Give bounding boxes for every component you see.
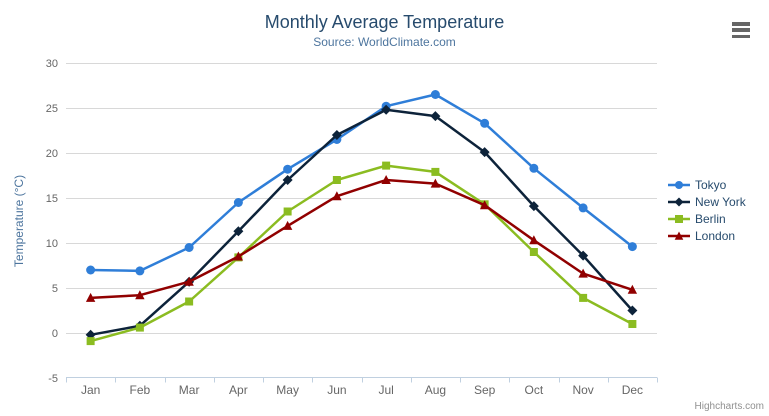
- series-berlin-point[interactable]: [185, 297, 194, 306]
- series-tokyo-line: [89, 93, 634, 273]
- marker: [675, 180, 683, 189]
- berlin-marker-icon: [668, 214, 690, 223]
- series-tokyo-point[interactable]: [529, 163, 539, 173]
- series-new-york-point[interactable]: [381, 104, 392, 115]
- x-axis-label: Dec: [622, 383, 643, 397]
- series-berlin-point[interactable]: [579, 293, 588, 302]
- series-tokyo-point[interactable]: [627, 242, 637, 252]
- series-tokyo-point[interactable]: [578, 203, 588, 213]
- x-axis-label: Feb: [130, 383, 151, 397]
- series-london-point[interactable]: [479, 200, 490, 210]
- legend-item-berlin[interactable]: Berlin: [668, 210, 746, 227]
- series-new-york-point[interactable]: [430, 111, 441, 122]
- series-tokyo-point[interactable]: [86, 265, 96, 275]
- legend-item-london[interactable]: London: [668, 227, 746, 244]
- series-london-point[interactable]: [332, 191, 342, 201]
- legend-label: Berlin: [695, 211, 726, 226]
- marker: [674, 197, 684, 206]
- series-tokyo-point[interactable]: [233, 198, 243, 207]
- series-berlin-line: [89, 164, 634, 343]
- export-menu-button[interactable]: [732, 22, 750, 38]
- series-berlin-point[interactable]: [135, 323, 144, 332]
- legend-label: Tokyo: [695, 177, 727, 192]
- series-berlin-point[interactable]: [529, 248, 538, 256]
- x-axis-label: Aug: [425, 383, 446, 397]
- london-marker-icon: [668, 231, 690, 240]
- series-london-point[interactable]: [627, 284, 638, 294]
- series-london-point[interactable]: [529, 235, 539, 245]
- y-axis-label: 30: [46, 58, 58, 70]
- marker: [675, 214, 683, 223]
- series-berlin-point[interactable]: [431, 167, 440, 176]
- tokyo-marker-icon: [668, 180, 690, 189]
- series-new-york-point[interactable]: [331, 130, 342, 140]
- y-axis-label: 20: [46, 148, 58, 160]
- series-berlin-point[interactable]: [283, 207, 292, 216]
- legend: Tokyo New York Berlin London: [668, 176, 746, 244]
- y-axis-label: 15: [46, 193, 58, 205]
- highcharts-credit[interactable]: Highcharts.com: [694, 401, 764, 412]
- x-axis-label: Sep: [474, 383, 496, 397]
- series-berlin-point[interactable]: [332, 176, 341, 184]
- y-axis-label: 25: [46, 103, 58, 115]
- x-axis-label: Jul: [378, 383, 393, 397]
- series-london-point[interactable]: [578, 268, 588, 278]
- hamburger-icon: [732, 28, 750, 32]
- x-axis-label: Jan: [81, 383, 100, 397]
- hamburger-icon: [732, 34, 750, 38]
- chart-subtitle: Source: WorldClimate.com: [313, 35, 456, 49]
- series-new-york-line: [89, 108, 634, 337]
- x-axis-label: Mar: [179, 383, 200, 397]
- series-london-point[interactable]: [135, 290, 145, 300]
- series-new-york-point[interactable]: [479, 147, 490, 158]
- series-tokyo-point[interactable]: [480, 118, 490, 128]
- series-tokyo-point[interactable]: [283, 164, 293, 174]
- x-axis-label: Apr: [229, 383, 248, 397]
- series-new-york-point[interactable]: [528, 201, 539, 212]
- x-axis-label: May: [276, 383, 299, 397]
- new-york-marker-icon: [668, 197, 690, 206]
- series-london-line: [89, 178, 634, 300]
- y-axis-title: Temperature (°C): [12, 174, 26, 268]
- marker: [674, 231, 684, 240]
- series-berlin-point[interactable]: [86, 337, 95, 346]
- legend-item-tokyo[interactable]: Tokyo: [668, 176, 746, 193]
- x-axis-label: Jun: [327, 383, 346, 397]
- y-axis-label: -5: [48, 373, 58, 385]
- y-axis-label: 10: [46, 238, 58, 250]
- series-london-point[interactable]: [430, 178, 441, 188]
- series-tokyo-point[interactable]: [184, 243, 194, 252]
- chart-title: Monthly Average Temperature: [264, 12, 505, 32]
- series-london-point[interactable]: [184, 276, 194, 286]
- series-new-york-point[interactable]: [282, 175, 293, 185]
- y-axis-label: 5: [52, 283, 58, 295]
- series-berlin-point[interactable]: [382, 161, 391, 170]
- series-tokyo-point[interactable]: [135, 266, 145, 276]
- series-new-york-point[interactable]: [233, 226, 244, 237]
- legend-item-new-york[interactable]: New York: [668, 193, 746, 210]
- series-new-york-point[interactable]: [578, 250, 589, 261]
- series-london-point[interactable]: [85, 292, 96, 302]
- legend-label: London: [695, 228, 736, 243]
- y-axis-label: 0: [52, 328, 58, 340]
- series-london-point[interactable]: [381, 175, 391, 184]
- series-new-york-point[interactable]: [627, 305, 638, 316]
- series-berlin-point[interactable]: [628, 320, 637, 328]
- hamburger-icon: [732, 22, 750, 26]
- x-axis-label: Nov: [572, 383, 593, 397]
- series-london-point[interactable]: [282, 220, 293, 230]
- series-tokyo-point[interactable]: [430, 90, 440, 99]
- legend-label: New York: [695, 194, 746, 209]
- x-axis-label: Oct: [525, 383, 544, 397]
- series-london-point[interactable]: [233, 251, 244, 261]
